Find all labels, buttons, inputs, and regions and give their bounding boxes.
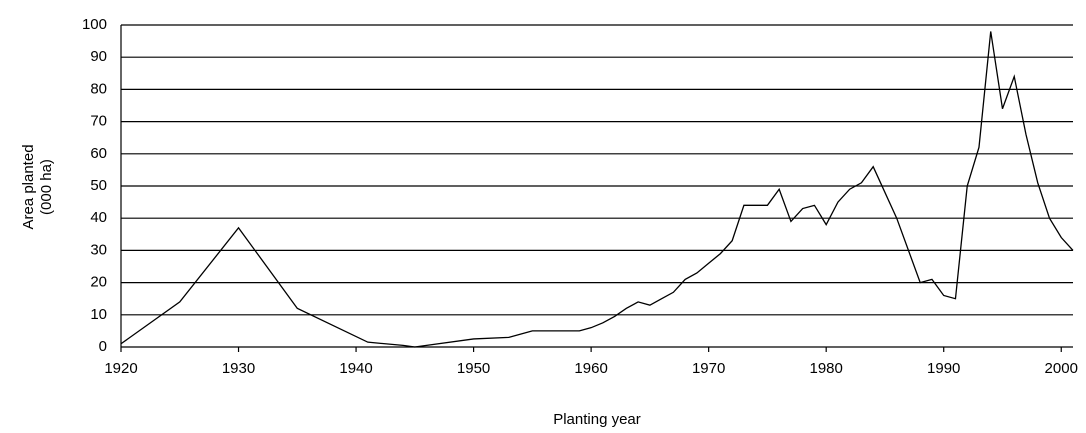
x-axis-label: Planting year [553, 411, 641, 428]
y-tick-label: 90 [90, 48, 107, 65]
y-tick-label: 0 [99, 338, 107, 355]
y-axis-label: Area planted [20, 144, 37, 229]
y-label-group: Area planted (000 ha) [20, 144, 55, 229]
y-tick-label: 20 [90, 274, 107, 291]
x-tick-label: 1960 [574, 360, 607, 377]
y-tick-label: 10 [90, 306, 107, 323]
x-tick-label: 1980 [809, 360, 842, 377]
y-tick-label: 30 [90, 241, 107, 258]
x-tick-label: 2000 [1045, 360, 1078, 377]
y-tick-label: 80 [90, 80, 107, 97]
y-tick-label: 50 [90, 177, 107, 194]
y-tick-label: 100 [82, 16, 107, 33]
x-tick-label: 1940 [339, 360, 372, 377]
y-tick-label: 40 [90, 209, 107, 226]
data-line [120, 31, 1074, 348]
x-tick-label: 1990 [927, 360, 960, 377]
x-tick-label: 1950 [457, 360, 490, 377]
x-tick-label: 1920 [104, 360, 137, 377]
y-tick-label: 60 [90, 145, 107, 162]
x-tick-label: 1930 [222, 360, 255, 377]
y-tick-label: 70 [90, 113, 107, 130]
y-axis-label: (000 ha) [38, 159, 55, 215]
x-tick-label: 1970 [692, 360, 725, 377]
